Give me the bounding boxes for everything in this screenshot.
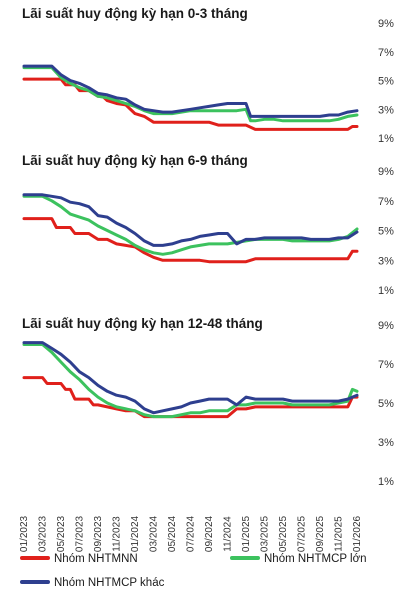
series-line-3	[22, 193, 359, 247]
series-line-2	[22, 66, 359, 123]
y-tick-label: 5%	[378, 226, 394, 238]
y-tick-label: 3%	[378, 437, 394, 449]
x-tick-label: 01/2023	[19, 515, 30, 552]
x-tick-label: 11/2025	[334, 516, 345, 552]
y-tick-label: 3%	[378, 104, 394, 116]
x-tick-label: 05/2023	[56, 515, 67, 552]
series-line-3	[22, 341, 359, 415]
y-tick-label: 5%	[378, 398, 394, 410]
panel-3: Lãi suất huy động kỳ hạn 12-48 tháng 1% 3%…	[22, 316, 394, 488]
panel-2: Lãi suất huy động kỳ hạn 6-9 tháng 1% 3% 5%…	[22, 153, 394, 297]
legend-label-3: Nhóm NHTMCP khác	[54, 577, 165, 589]
legend-label-1: Nhóm NHTMNN	[54, 553, 138, 565]
y-tick-label: 9%	[378, 166, 394, 178]
x-tick-label: 09/2025	[315, 515, 326, 552]
series-line-1	[22, 217, 359, 264]
y-tick-label: 1%	[378, 285, 394, 297]
x-tick-label: 07/2024	[186, 515, 197, 552]
series-line-1	[22, 376, 359, 419]
x-tick-label: 01/2026	[352, 515, 363, 552]
panel-1: Lãi suất huy động kỳ hạn 0-3 tháng 1% 3% 5%…	[22, 6, 394, 145]
legend-label-2: Nhóm NHTMCP lớn	[264, 553, 367, 565]
x-tick-label: 09/2024	[204, 515, 215, 552]
x-tick-label: 11/2023	[112, 516, 123, 552]
y-tick-label: 9%	[378, 18, 394, 30]
y-tick-label: 7%	[378, 196, 394, 208]
y-tick-label: 1%	[378, 476, 394, 488]
x-tick-label: 05/2024	[167, 515, 178, 552]
panel-title: Lãi suất huy động kỳ hạn 0-3 tháng	[22, 6, 248, 21]
legend: Nhóm NHTMNN Nhóm NHTMCP lớn Nhóm NHTMCP kh…	[20, 553, 367, 589]
x-tick-label: 09/2023	[93, 515, 104, 552]
y-tick-label: 3%	[378, 255, 394, 267]
x-tick-label: 07/2023	[75, 515, 86, 552]
y-tick-label: 9%	[378, 320, 394, 332]
panel-title: Lãi suất huy động kỳ hạn 12-48 tháng	[22, 316, 263, 331]
series-line-2	[22, 194, 359, 256]
x-axis: 01/2023 03/2023 05/2023 07/2023 09/2023 11/20…	[19, 515, 363, 552]
panel-title: Lãi suất huy động kỳ hạn 6-9 tháng	[22, 153, 248, 168]
x-tick-label: 07/2025	[297, 515, 308, 552]
y-tick-label: 7%	[378, 359, 394, 371]
x-tick-label: 03/2023	[38, 515, 49, 552]
x-tick-label: 03/2024	[149, 515, 160, 552]
x-tick-label: 03/2025	[260, 515, 271, 552]
y-tick-label: 1%	[378, 133, 394, 145]
x-tick-label: 05/2025	[278, 515, 289, 552]
y-tick-label: 7%	[378, 47, 394, 59]
x-tick-label: 01/2025	[241, 515, 252, 552]
series-line-2	[22, 343, 359, 419]
series-line-3	[22, 64, 359, 118]
y-tick-label: 5%	[378, 76, 394, 88]
x-tick-label: 11/2024	[223, 516, 234, 552]
x-tick-label: 01/2024	[130, 515, 141, 552]
